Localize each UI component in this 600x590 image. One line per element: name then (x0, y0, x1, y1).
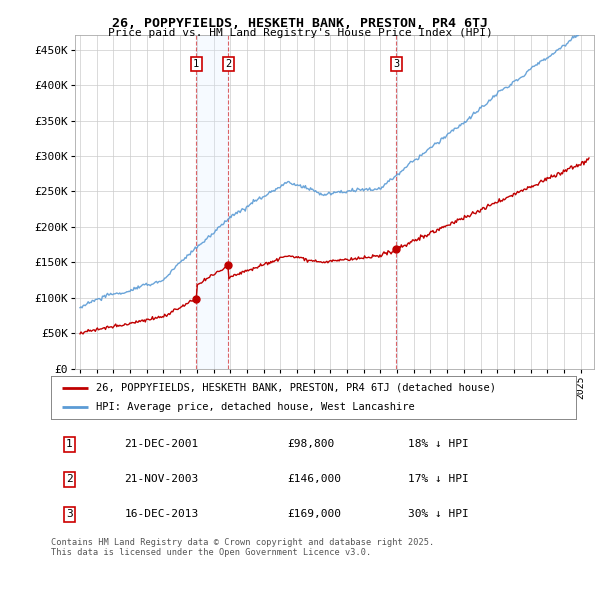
Text: 26, POPPYFIELDS, HESKETH BANK, PRESTON, PR4 6TJ: 26, POPPYFIELDS, HESKETH BANK, PRESTON, … (112, 17, 488, 30)
Text: 1: 1 (193, 59, 199, 69)
Text: 18% ↓ HPI: 18% ↓ HPI (408, 440, 469, 450)
Text: £169,000: £169,000 (287, 509, 341, 519)
Text: Contains HM Land Registry data © Crown copyright and database right 2025.
This d: Contains HM Land Registry data © Crown c… (51, 538, 434, 558)
Text: 3: 3 (393, 59, 400, 69)
Text: HPI: Average price, detached house, West Lancashire: HPI: Average price, detached house, West… (95, 402, 415, 412)
Bar (395, 35, 397, 369)
Text: 26, POPPYFIELDS, HESKETH BANK, PRESTON, PR4 6TJ (detached house): 26, POPPYFIELDS, HESKETH BANK, PRESTON, … (95, 383, 496, 393)
Text: 3: 3 (66, 509, 73, 519)
Text: 2: 2 (225, 59, 232, 69)
Text: £98,800: £98,800 (287, 440, 335, 450)
Text: 21-DEC-2001: 21-DEC-2001 (125, 440, 199, 450)
Bar (196, 35, 229, 369)
Text: 30% ↓ HPI: 30% ↓ HPI (408, 509, 469, 519)
Text: 21-NOV-2003: 21-NOV-2003 (125, 474, 199, 484)
Text: 1: 1 (66, 440, 73, 450)
Text: Price paid vs. HM Land Registry's House Price Index (HPI): Price paid vs. HM Land Registry's House … (107, 28, 493, 38)
Text: £146,000: £146,000 (287, 474, 341, 484)
Text: 17% ↓ HPI: 17% ↓ HPI (408, 474, 469, 484)
Text: 16-DEC-2013: 16-DEC-2013 (125, 509, 199, 519)
Text: 2: 2 (66, 474, 73, 484)
